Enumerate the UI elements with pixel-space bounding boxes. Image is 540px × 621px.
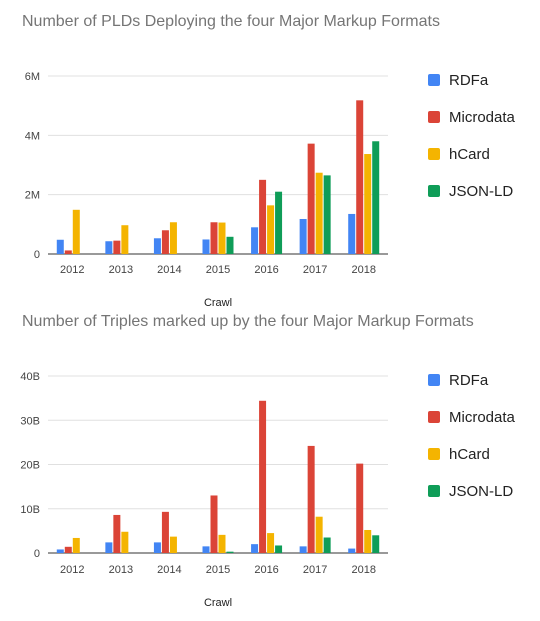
bar-hcard-2013 [121,225,129,254]
bar-rdfa-2012 [56,239,64,254]
legend-swatch-hcard [428,148,440,160]
bar-hcard-2013 [121,531,129,553]
x-tick-label: 2013 [109,264,133,276]
bar-microdata-2017 [307,143,315,254]
bar-json-ld-2017 [323,537,331,553]
bar-rdfa-2016 [251,227,259,254]
legend-label-json-ld: JSON-LD [449,183,513,200]
legend-swatch-microdata [428,411,440,423]
legend-label-rdfa: RDFa [449,72,489,89]
bar-microdata-2015 [210,495,218,553]
y-tick-label: 40B [20,371,40,383]
bar-rdfa-2018 [348,548,356,553]
legend-swatch-json-ld [428,185,440,197]
bar-microdata-2016 [259,400,267,553]
legend-label-microdata: Microdata [449,409,516,426]
bar-microdata-2012 [64,250,72,254]
x-tick-label: 2015 [206,264,230,276]
chart-title: Number of PLDs Deploying the four Major … [22,13,440,30]
x-tick-label: 2017 [303,264,327,276]
bar-json-ld-2015 [226,236,234,254]
bar-hcard-2018 [364,154,372,254]
x-tick-label: 2014 [157,564,181,576]
y-tick-label: 0 [34,249,40,261]
bar-microdata-2015 [210,222,218,254]
bar-json-ld-2018 [372,535,380,553]
bar-microdata-2013 [113,514,121,553]
x-tick-label: 2016 [254,264,278,276]
bar-hcard-2017 [315,172,323,254]
bar-hcard-2015 [218,222,226,254]
bar-rdfa-2018 [348,213,356,254]
bar-rdfa-2015 [202,239,210,254]
bar-microdata-2014 [161,230,169,254]
bar-hcard-2012 [72,537,80,553]
x-tick-label: 2018 [351,264,375,276]
legend-label-json-ld: JSON-LD [449,483,513,500]
x-axis-title: Crawl [204,297,232,309]
x-tick-label: 2016 [254,564,278,576]
x-tick-label: 2017 [303,564,327,576]
bar-rdfa-2016 [251,544,259,553]
x-axis-title: Crawl [204,597,232,609]
y-tick-label: 6M [25,71,40,83]
plds-chart: Number of PLDs Deploying the four Major … [22,13,516,309]
y-tick-label: 30B [20,415,40,427]
bar-json-ld-2016 [275,545,283,553]
legend-swatch-rdfa [428,74,440,86]
legend-label-hcard: hCard [449,446,490,463]
bar-hcard-2012 [72,209,80,254]
y-tick-label: 0 [34,548,40,560]
y-tick-label: 20B [20,460,40,472]
bar-hcard-2017 [315,516,323,553]
y-tick-label: 4M [25,130,40,142]
bar-rdfa-2017 [299,546,307,553]
x-tick-label: 2018 [351,564,375,576]
bar-microdata-2014 [161,511,169,553]
bar-hcard-2014 [169,222,177,254]
triples-chart: Number of Triples marked up by the four … [20,313,516,609]
x-tick-label: 2013 [109,564,133,576]
legend-swatch-rdfa [428,374,440,386]
bar-rdfa-2017 [299,218,307,254]
legend-swatch-hcard [428,448,440,460]
bar-json-ld-2017 [323,175,331,254]
bar-hcard-2015 [218,534,226,553]
bar-hcard-2014 [169,536,177,553]
bar-hcard-2016 [267,205,275,254]
bar-json-ld-2015 [226,551,234,553]
bar-microdata-2016 [259,179,267,254]
bar-rdfa-2012 [56,549,64,553]
bar-rdfa-2015 [202,546,210,553]
x-tick-label: 2012 [60,264,84,276]
bar-rdfa-2014 [153,238,161,254]
bar-rdfa-2013 [105,542,113,553]
bar-rdfa-2014 [153,542,161,553]
bar-json-ld-2016 [275,191,283,254]
x-tick-label: 2015 [206,564,230,576]
bar-microdata-2018 [356,100,364,255]
x-tick-label: 2012 [60,564,84,576]
bar-hcard-2018 [364,529,372,553]
y-tick-label: 10B [20,504,40,516]
legend-label-hcard: hCard [449,146,490,163]
bar-microdata-2012 [64,546,72,553]
bar-microdata-2017 [307,445,315,553]
legend-swatch-microdata [428,111,440,123]
chart-title: Number of Triples marked up by the four … [22,313,474,330]
y-tick-label: 2M [25,190,40,202]
legend-label-rdfa: RDFa [449,372,489,389]
bar-hcard-2016 [267,533,275,553]
legend-label-microdata: Microdata [449,109,516,126]
bar-rdfa-2013 [105,241,113,254]
bar-json-ld-2018 [372,141,380,254]
legend-swatch-json-ld [428,485,440,497]
bar-microdata-2018 [356,463,364,553]
x-tick-label: 2014 [157,264,181,276]
bar-microdata-2013 [113,240,121,254]
